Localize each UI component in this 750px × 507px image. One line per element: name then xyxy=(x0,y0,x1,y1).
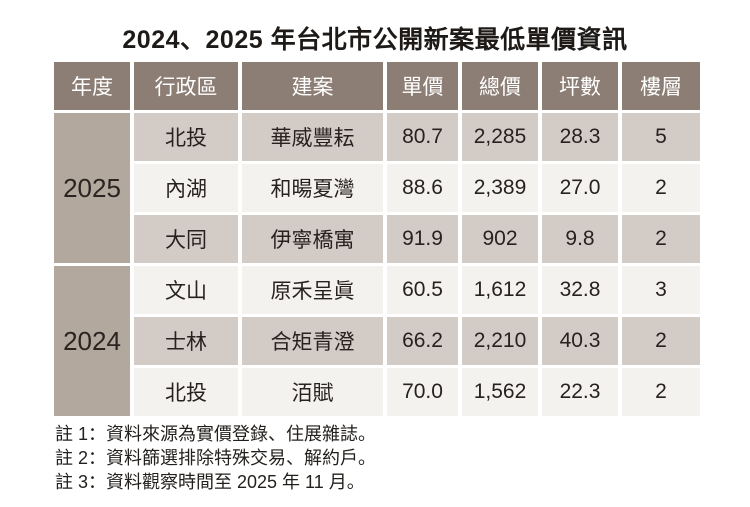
cell-district: 文山 xyxy=(134,266,238,314)
cell-project: 合矩青澄 xyxy=(242,317,383,365)
footnote-2: 註 2：資料篩選排除特殊交易、解約戶。 xyxy=(55,448,377,468)
price-table: 年度 行政區 建案 單價 總價 坪數 樓層 2025 北投 華威豐耘 80.7 … xyxy=(54,62,700,416)
header-cell-year: 年度 xyxy=(54,62,130,110)
cell-unit-price: 88.6 xyxy=(387,164,458,212)
cell-unit-price: 80.7 xyxy=(387,113,458,161)
page-title: 2024、2025 年台北市公開新案最低單價資訊 xyxy=(122,26,628,54)
cell-unit-price: 91.9 xyxy=(387,215,458,263)
cell-district: 內湖 xyxy=(134,164,238,212)
cell-floor: 3 xyxy=(622,266,700,314)
header-cell-area: 坪數 xyxy=(542,62,618,110)
cell-project: 華威豐耘 xyxy=(242,113,383,161)
cell-project: 原禾呈眞 xyxy=(242,266,383,314)
footnotes: 註 1：資料來源為實價登錄、住展雜誌。 註 2：資料篩選排除特殊交易、解約戶。 … xyxy=(55,422,376,494)
cell-unit-price: 66.2 xyxy=(387,317,458,365)
cell-floor: 2 xyxy=(622,215,700,263)
cell-total-price: 902 xyxy=(462,215,538,263)
cell-total-price: 1,612 xyxy=(462,266,538,314)
cell-floor: 2 xyxy=(622,368,700,416)
cell-total-price: 2,389 xyxy=(462,164,538,212)
cell-total-price: 2,210 xyxy=(462,317,538,365)
year-cell-2025: 2025 xyxy=(54,113,130,263)
cell-area: 27.0 xyxy=(542,164,618,212)
cell-area: 22.3 xyxy=(542,368,618,416)
cell-total-price: 2,285 xyxy=(462,113,538,161)
cell-area: 32.8 xyxy=(542,266,618,314)
cell-area: 9.8 xyxy=(542,215,618,263)
footnote-1: 註 1：資料來源為實價登錄、住展雜誌。 xyxy=(55,424,377,444)
header-cell-project: 建案 xyxy=(242,62,383,110)
cell-total-price: 1,562 xyxy=(462,368,538,416)
cell-unit-price: 70.0 xyxy=(387,368,458,416)
header-cell-district: 行政區 xyxy=(134,62,238,110)
header-cell-total-price: 總價 xyxy=(462,62,538,110)
cell-area: 40.3 xyxy=(542,317,618,365)
cell-unit-price: 60.5 xyxy=(387,266,458,314)
cell-project: 伊寧橋寓 xyxy=(242,215,383,263)
cell-area: 28.3 xyxy=(542,113,618,161)
cell-district: 大同 xyxy=(134,215,238,263)
cell-floor: 5 xyxy=(622,113,700,161)
header-cell-floor: 樓層 xyxy=(622,62,700,110)
cell-floor: 2 xyxy=(622,164,700,212)
cell-project: 洦賦 xyxy=(242,368,383,416)
year-cell-2024: 2024 xyxy=(54,266,130,416)
cell-district: 北投 xyxy=(134,368,238,416)
cell-floor: 2 xyxy=(622,317,700,365)
cell-project: 和暘夏灣 xyxy=(242,164,383,212)
cell-district: 北投 xyxy=(134,113,238,161)
footnote-3: 註 3：資料觀察時間至 2025 年 11 月。 xyxy=(55,472,365,492)
header-cell-unit-price: 單價 xyxy=(387,62,458,110)
cell-district: 士林 xyxy=(134,317,238,365)
